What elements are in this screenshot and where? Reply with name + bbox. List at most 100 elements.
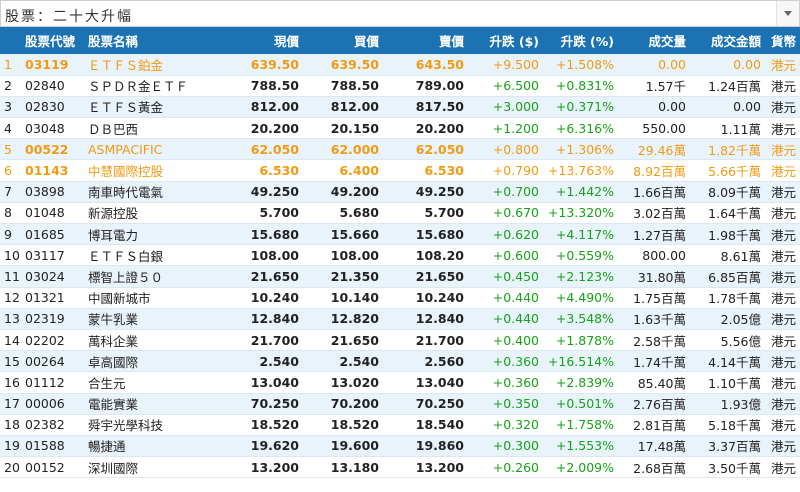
col-price[interactable]: 現價 xyxy=(273,34,299,49)
col-ask[interactable]: 賣價 xyxy=(438,34,464,49)
rank-cell: 8 xyxy=(0,202,25,225)
currency-cell: 港元 xyxy=(765,54,800,76)
price-cell: 6.530 xyxy=(198,159,303,182)
code-cell: 01048 xyxy=(25,202,88,225)
code-cell: 00264 xyxy=(25,350,88,373)
table-row[interactable]: 5 00522 ASMPACIFIC 62.050 62.000 62.050 +0.800… xyxy=(0,138,800,161)
col-name[interactable]: 股票名稱 xyxy=(88,34,139,49)
col-change-pct[interactable]: 升跌 (%) xyxy=(560,34,614,49)
bid-cell: 18.520 xyxy=(303,414,383,436)
currency-cell: 港元 xyxy=(765,181,800,203)
table-row[interactable]: 18 02382 舜宇光學科技 18.520 18.520 18.540 +0.320 +1.… xyxy=(0,414,800,436)
currency-cell: 港元 xyxy=(765,96,800,119)
col-currency[interactable]: 貨幣 xyxy=(770,34,796,49)
col-volume[interactable]: 成交量 xyxy=(648,34,686,49)
rank-cell: 15 xyxy=(0,350,25,373)
currency-cell: 港元 xyxy=(765,456,800,479)
table-row[interactable]: 13 02319 蒙牛乳業 12.840 12.820 12.840 +0.440 +3.54… xyxy=(0,308,800,330)
turnover-cell: 2.05億 xyxy=(690,308,765,330)
table-row[interactable]: 2 02840 ＳＰＤＲ金ＥＴＦ 788.50 788.50 789.00 +6.500 +0… xyxy=(0,75,800,97)
table-row[interactable]: 8 01048 新源控股 5.700 5.680 5.700 +0.670 +13.320% 3… xyxy=(0,202,800,225)
turnover-cell: 0.00 xyxy=(690,96,765,119)
change-pct-cell: +0.831% xyxy=(543,75,618,97)
table-row[interactable]: 10 03117 ＥＴＦＳ白銀 108.00 108.00 108.20 +0.600 +0.… xyxy=(0,244,800,267)
volume-cell: 550.00 xyxy=(618,117,690,140)
price-cell: 62.050 xyxy=(198,138,303,161)
change-pct-cell: +13.763% xyxy=(543,159,618,182)
stock-table: 股票代號 股票名稱 現價 買價 賣價 升跌 ($) 升跌 (%) 成交量 成交金… xyxy=(0,27,800,479)
rank-cell: 16 xyxy=(0,371,25,394)
table-row[interactable]: 1 03119 ＥＴＦＳ鉑金 639.50 639.50 643.50 +9.500 +1.5… xyxy=(0,54,800,76)
rank-cell: 7 xyxy=(0,181,25,203)
table-row[interactable]: 7 03898 南車時代電氣 49.250 49.200 49.250 +0.700 +1.4… xyxy=(0,181,800,203)
volume-cell: 29.46萬 xyxy=(618,138,690,161)
turnover-cell: 0.00 xyxy=(690,54,765,76)
volume-cell: 800.00 xyxy=(618,244,690,267)
rank-cell: 6 xyxy=(0,159,25,182)
table-row[interactable]: 4 03048 ＤＢ巴西 20.200 20.150 20.200 +1.200 +6.316… xyxy=(0,117,800,140)
table-row[interactable]: 9 01685 博耳電力 15.680 15.660 15.680 +0.620 +4.117… xyxy=(0,223,800,246)
col-rank[interactable] xyxy=(0,27,25,54)
name-cell: 萬科企業 xyxy=(88,329,198,352)
table-row[interactable]: 20 00152 深圳國際 13.200 13.180 13.200 +0.260 +2.00… xyxy=(0,456,800,479)
table-row[interactable]: 12 01321 中國新城市 10.240 10.140 10.240 +0.440 +4.4… xyxy=(0,287,800,309)
turnover-cell: 1.11萬 xyxy=(690,117,765,140)
ask-cell: 5.700 xyxy=(383,202,468,225)
name-cell: ＥＴＦＳ鉑金 xyxy=(88,54,198,76)
turnover-cell: 1.64千萬 xyxy=(690,202,765,225)
table-row[interactable]: 19 01588 暢捷通 19.620 19.600 19.860 +0.300 +1.553… xyxy=(0,435,800,458)
price-cell: 10.240 xyxy=(198,287,303,309)
code-cell: 01685 xyxy=(25,223,88,246)
volume-cell: 17.48萬 xyxy=(618,435,690,458)
bid-cell: 108.00 xyxy=(303,244,383,267)
table-row[interactable]: 16 01112 合生元 13.040 13.020 13.040 +0.360 +2.839… xyxy=(0,371,800,394)
rank-cell: 20 xyxy=(0,456,25,479)
table-row[interactable]: 3 02830 ＥＴＦＳ黃金 812.00 812.00 817.50 +3.000 +0.3… xyxy=(0,96,800,119)
turnover-cell: 8.09千萬 xyxy=(690,181,765,203)
ask-cell: 6.530 xyxy=(383,159,468,182)
rank-cell: 14 xyxy=(0,329,25,352)
change-cell: +0.360 xyxy=(468,371,543,394)
rank-cell: 19 xyxy=(0,435,25,458)
bid-cell: 49.200 xyxy=(303,181,383,203)
price-cell: 812.00 xyxy=(198,96,303,119)
change-pct-cell: +1.553% xyxy=(543,435,618,458)
volume-cell: 1.57千 xyxy=(618,75,690,97)
col-bid[interactable]: 買價 xyxy=(353,34,379,49)
table-row[interactable]: 11 03024 標智上證５０ 21.650 21.350 21.650 +0.450 +2.… xyxy=(0,265,800,288)
change-pct-cell: +1.508% xyxy=(543,54,618,76)
rank-cell: 10 xyxy=(0,244,25,267)
currency-cell: 港元 xyxy=(765,159,800,182)
list-selector[interactable]: 股票：二十大升幅 xyxy=(0,0,800,27)
bid-cell: 812.00 xyxy=(303,96,383,119)
bid-cell: 13.020 xyxy=(303,371,383,394)
bid-cell: 62.000 xyxy=(303,138,383,161)
col-change[interactable]: 升跌 ($) xyxy=(489,34,539,49)
bid-cell: 12.820 xyxy=(303,308,383,330)
price-cell: 21.700 xyxy=(198,329,303,352)
currency-cell: 港元 xyxy=(765,202,800,225)
ask-cell: 15.680 xyxy=(383,223,468,246)
change-pct-cell: +2.009% xyxy=(543,456,618,479)
change-cell: +0.450 xyxy=(468,265,543,288)
price-cell: 13.040 xyxy=(198,371,303,394)
turnover-cell: 3.37百萬 xyxy=(690,435,765,458)
dropdown-button[interactable] xyxy=(776,1,799,26)
volume-cell: 0.00 xyxy=(618,96,690,119)
col-turnover[interactable]: 成交金額 xyxy=(710,34,761,49)
currency-cell: 港元 xyxy=(765,244,800,267)
change-cell: +0.300 xyxy=(468,435,543,458)
price-cell: 639.50 xyxy=(198,54,303,76)
code-cell: 00522 xyxy=(25,138,88,161)
table-row[interactable]: 15 00264 卓高國際 2.540 2.540 2.560 +0.360 +16.514%… xyxy=(0,350,800,373)
table-row[interactable]: 14 02202 萬科企業 21.700 21.650 21.700 +0.400 +1.87… xyxy=(0,329,800,352)
name-cell: ＳＰＤＲ金ＥＴＦ xyxy=(88,75,198,97)
change-pct-cell: +4.490% xyxy=(543,287,618,309)
volume-cell: 8.92百萬 xyxy=(618,159,690,182)
name-cell: 舜宇光學科技 xyxy=(88,414,198,436)
table-row[interactable]: 17 00006 電能實業 70.250 70.200 70.250 +0.350 +0.50… xyxy=(0,393,800,415)
table-row[interactable]: 6 01143 中慧國際控股 6.530 6.400 6.530 +0.790 +13.763… xyxy=(0,159,800,182)
table-header: 股票代號 股票名稱 現價 買價 賣價 升跌 ($) 升跌 (%) 成交量 成交金… xyxy=(0,27,800,54)
col-code[interactable]: 股票代號 xyxy=(25,34,76,49)
change-cell: +0.670 xyxy=(468,202,543,225)
